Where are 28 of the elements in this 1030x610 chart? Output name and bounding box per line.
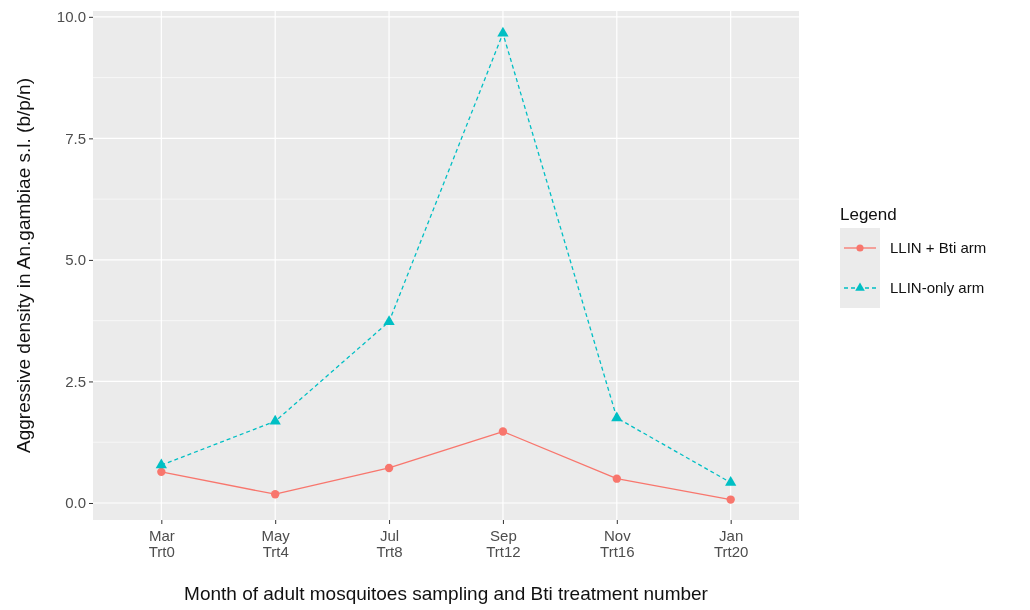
point — [384, 463, 394, 473]
legend-label: LLIN + Bti arm — [890, 239, 987, 256]
point — [726, 495, 735, 504]
y-tick-label: 2.5 — [65, 372, 86, 390]
point — [498, 427, 508, 436]
y-tick-label: 7.5 — [65, 129, 86, 147]
point — [383, 315, 395, 325]
point — [157, 467, 166, 477]
y-tick-label: 10.0 — [56, 8, 86, 26]
x-tick-label: Jan Trt20 — [713, 526, 749, 560]
y-axis-title: Aggressive density in An.gambiae s.l. (b/p/n) — [13, 78, 34, 453]
x-axis-title: Month of adult mosquitoes sampling and Bti treatment number — [184, 583, 709, 604]
y-tick-label: 5.0 — [65, 251, 86, 269]
point — [155, 458, 167, 469]
point — [497, 26, 509, 37]
point — [269, 414, 281, 425]
legend-title: Legend — [840, 205, 897, 224]
x-tick-label: May Trt4 — [261, 526, 291, 560]
y-tick-label: 0.0 — [65, 494, 86, 512]
point — [611, 411, 623, 422]
legend-label: LLIN-only arm — [890, 279, 985, 296]
point — [612, 474, 621, 483]
point — [271, 490, 280, 499]
x-tick-label: Sep Trt12 — [486, 526, 521, 560]
x-tick-label: Mar Trt0 — [148, 526, 175, 560]
x-tick-label: Jul Trt8 — [376, 526, 403, 560]
point — [725, 476, 737, 486]
x-tick-label: Nov Trt16 — [600, 526, 635, 560]
